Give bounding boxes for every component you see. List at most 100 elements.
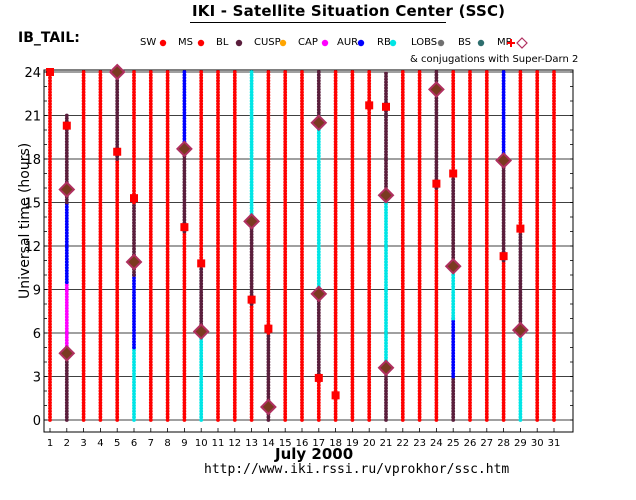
region-dot — [98, 287, 103, 292]
region-dot — [283, 400, 288, 405]
region-dot — [384, 380, 388, 385]
region-dot — [468, 293, 472, 298]
day-column — [350, 70, 355, 422]
region-dot — [333, 249, 338, 254]
region-dot — [468, 368, 472, 373]
region-dot — [64, 231, 69, 235]
region-dot — [367, 160, 372, 164]
region-dot — [518, 209, 523, 214]
region-dot — [283, 119, 288, 124]
region-dot — [165, 232, 170, 237]
region-dot — [300, 284, 304, 289]
region-dot — [316, 75, 321, 80]
legend-marker — [507, 39, 515, 47]
region-dot — [165, 218, 170, 222]
region-dot — [417, 270, 422, 274]
region-dot — [115, 273, 120, 277]
region-dot — [165, 287, 170, 292]
region-dot — [350, 99, 355, 103]
column-segment — [148, 70, 153, 422]
region-dot — [232, 252, 237, 257]
region-dot — [98, 406, 103, 411]
region-dot — [451, 290, 456, 295]
region-dot — [48, 415, 52, 419]
region-dot — [132, 125, 136, 129]
region-dot — [300, 247, 304, 251]
region-dot — [115, 206, 120, 211]
region-dot — [535, 357, 540, 361]
region-dot — [283, 371, 288, 376]
region-dot — [501, 281, 506, 286]
region-dot — [266, 377, 271, 382]
region-dot — [350, 363, 355, 367]
region-dot — [249, 328, 254, 332]
region-dot — [384, 294, 388, 299]
region-dot — [182, 180, 187, 185]
region-dot — [350, 371, 355, 376]
region-dot — [300, 113, 304, 118]
region-dot — [266, 165, 271, 170]
region-dot — [417, 342, 422, 347]
region-dot — [249, 235, 254, 240]
region-dot — [232, 84, 237, 89]
region-dot — [400, 107, 405, 112]
region-dot — [216, 255, 220, 260]
region-dot — [232, 247, 237, 251]
region-dot — [501, 383, 506, 388]
region-dot — [165, 75, 170, 80]
region-dot — [484, 99, 489, 103]
region-dot — [249, 406, 254, 411]
region-dot — [283, 168, 288, 173]
region-dot — [182, 131, 187, 135]
region-dot — [367, 244, 372, 248]
region-dot — [316, 99, 321, 103]
region-dot — [552, 371, 556, 376]
region-dot — [232, 319, 237, 324]
x-tick-label: 14 — [262, 438, 275, 449]
region-dot — [283, 368, 288, 373]
region-dot — [48, 139, 52, 144]
region-dot — [468, 90, 472, 95]
region-dot — [350, 258, 355, 263]
region-dot — [199, 183, 204, 188]
region-dot — [115, 392, 120, 396]
region-dot — [484, 322, 489, 327]
region-dot — [165, 351, 170, 356]
region-dot — [300, 397, 304, 402]
region-dot — [350, 180, 355, 185]
region-dot — [367, 73, 372, 77]
region-dot — [535, 365, 540, 370]
region-dot — [518, 348, 523, 353]
region-dot — [182, 409, 187, 414]
region-dot — [266, 215, 271, 219]
region-dot — [350, 125, 355, 129]
region-dot — [451, 154, 456, 159]
region-dot — [81, 160, 86, 164]
region-dot — [300, 331, 304, 335]
region-dot — [350, 267, 355, 272]
region-dot — [81, 90, 86, 95]
region-dot — [48, 351, 52, 356]
region-dot — [451, 241, 456, 246]
region-dot — [518, 302, 523, 306]
region-dot — [451, 249, 456, 254]
region-dot — [384, 178, 388, 183]
region-dot — [518, 133, 523, 138]
x-tick-label: 29 — [514, 438, 527, 449]
region-dot — [216, 142, 220, 147]
region-dot — [468, 78, 472, 83]
region-dot — [216, 415, 220, 419]
region-dot — [182, 244, 187, 248]
region-dot — [434, 307, 439, 312]
region-dot — [64, 116, 69, 121]
region-dot — [535, 305, 540, 309]
region-dot — [283, 165, 288, 170]
region-dot — [484, 200, 489, 205]
region-dot — [283, 206, 288, 211]
region-dot — [468, 180, 472, 185]
region-dot — [232, 232, 237, 237]
region-dot — [182, 331, 187, 335]
region-dot — [468, 232, 472, 237]
region-dot — [333, 386, 338, 390]
region-dot — [266, 241, 271, 246]
